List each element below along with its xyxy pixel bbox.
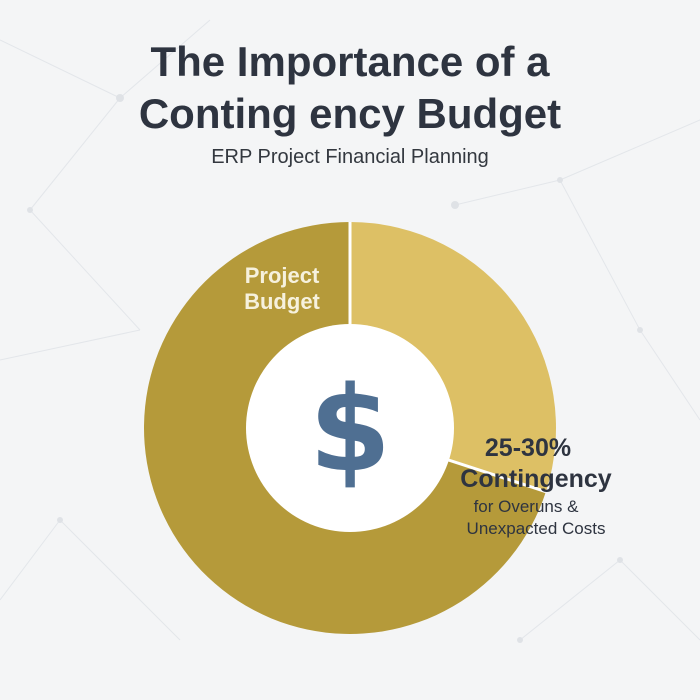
page-subtitle: ERP Project Financial Planning xyxy=(211,146,489,168)
title-line-1: The Importance of a xyxy=(150,38,550,85)
label-contingency-percent: 25-30% xyxy=(485,434,571,462)
label-project-budget-line-2: Budget xyxy=(244,289,320,314)
label-contingency-name: Contingency xyxy=(460,465,611,493)
label-contingency-desc-line-1: for Overuns & xyxy=(474,497,580,516)
label-contingency-desc-line-2: Unexpacted Costs xyxy=(467,519,606,538)
label-project-budget-line-1: Project xyxy=(245,263,320,288)
page-title: The Importance of a Conting ency Budget xyxy=(0,36,700,140)
donut-hole xyxy=(246,324,454,532)
dollar-icon: $ xyxy=(309,360,391,498)
title-line-2: Conting ency Budget xyxy=(138,90,562,137)
